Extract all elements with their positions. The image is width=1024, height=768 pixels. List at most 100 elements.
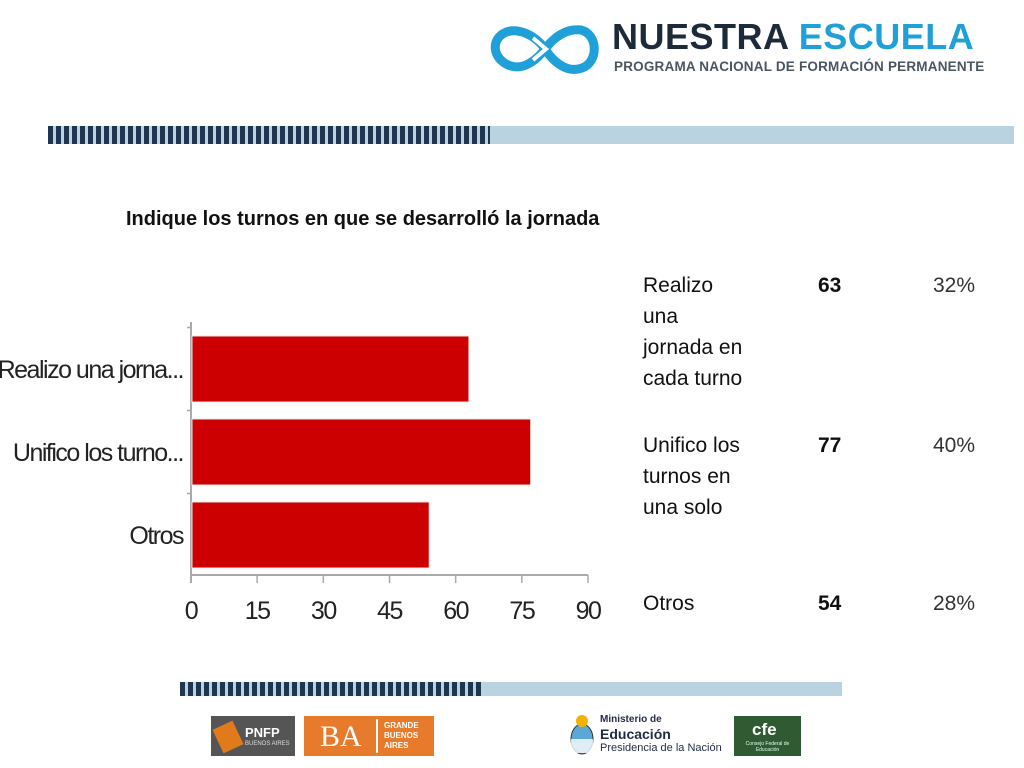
stripe-gap (149, 126, 152, 144)
stripe-dash (388, 682, 393, 696)
stripe-gap (469, 126, 472, 144)
stripe-gap (317, 126, 320, 144)
stripe-dash (328, 126, 333, 144)
slide-title: Indique los turnos en que se desarrolló … (126, 208, 600, 230)
stripe-dash (204, 682, 209, 696)
stripe-gap (53, 126, 56, 144)
stripe-gap (181, 126, 184, 144)
stripe-dash (104, 126, 109, 144)
stripe-dash (208, 126, 213, 144)
stripe-dash (288, 126, 293, 144)
stripe-gap (297, 682, 300, 696)
stripe-gap (157, 126, 160, 144)
stripe-dash (96, 126, 101, 144)
row-label-line: Unifico los (643, 434, 740, 457)
row-count: 63 (818, 274, 842, 297)
cfe-logo: cfe Consejo Federal de Educación (734, 716, 801, 756)
escudo-icon (570, 715, 594, 755)
stripe-gap (205, 126, 208, 144)
stripe-dash (396, 682, 401, 696)
stripe-gap (481, 682, 482, 696)
stripe-dash (56, 126, 61, 144)
x-tick-label: 45 (377, 597, 402, 625)
header: NUESTRA ESCUELA PROGRAMA NACIONAL DE FOR… (0, 0, 1024, 100)
stripe-gap (269, 126, 272, 144)
x-tick-label: 15 (245, 597, 270, 625)
stripe-gap (69, 126, 72, 144)
stripe-dash (200, 126, 205, 144)
stripe-dash (188, 682, 193, 696)
x-tick-label: 60 (443, 597, 468, 625)
stripe-gap (393, 682, 396, 696)
stripe-dash (308, 682, 313, 696)
stripe-gap (141, 126, 144, 144)
stripe-dash (168, 126, 173, 144)
ministerio-logo: Ministerio de Educación Presidencia de la … (568, 712, 722, 760)
brand-title-part2: ESCUELA (798, 16, 975, 57)
category-label: Realizo una jorna... (0, 356, 183, 384)
stripe-dash (268, 682, 273, 696)
category-label: Unifico los turno... (13, 439, 183, 467)
stripe-gap (477, 126, 480, 144)
row-percent: 32% (933, 274, 976, 297)
stripe-dash (256, 126, 261, 144)
stripe-gap (453, 126, 456, 144)
stripe-dash (412, 682, 417, 696)
stripe-dash (216, 126, 221, 144)
stripe-dash (244, 682, 249, 696)
stripe-dash (212, 682, 217, 696)
stripe-gap (445, 126, 448, 144)
stripe-gap (413, 126, 416, 144)
stripe-gap (61, 126, 64, 144)
stripe-gap (185, 682, 188, 696)
stripe-dash (184, 126, 189, 144)
stripe-gap (197, 126, 200, 144)
stripe-dash (476, 682, 481, 696)
row-count: 54 (818, 592, 842, 615)
stripe-dash (464, 126, 469, 144)
bar-chart: Realizo una jorna... Unifico los turno...… (0, 322, 602, 625)
stripe-dash (448, 126, 453, 144)
stripe-gap (321, 682, 324, 696)
stripe-dash (420, 682, 425, 696)
row-label-line: una (643, 305, 679, 328)
stripe-dash (436, 682, 441, 696)
stripe-gap (449, 682, 452, 696)
stripe-gap (265, 682, 268, 696)
row-label-line: una solo (643, 496, 723, 519)
stripe-gap (329, 682, 332, 696)
stripe-dash (292, 682, 297, 696)
stripe-dash (180, 682, 185, 696)
stripe-gap (377, 682, 380, 696)
stripe-dash (324, 682, 329, 696)
pnfp-label: PNFP (245, 725, 280, 740)
footer-logos: PNFP BUENOS AIRES BA GRANDE BUENOS AIRES M… (0, 710, 1024, 762)
stripe-dash (192, 126, 197, 144)
stripe-gap (125, 126, 128, 144)
stripe-gap (277, 126, 280, 144)
stripe-dash (432, 126, 437, 144)
stripe-gap (117, 126, 120, 144)
stripe-dash (272, 126, 277, 144)
stripe-gap (417, 682, 420, 696)
stripe-dash (416, 126, 421, 144)
stripe-dash (280, 126, 285, 144)
stripe-dash (236, 682, 241, 696)
stripe-dash (336, 126, 341, 144)
row-label: Realizo una jornada en cada turno (643, 270, 768, 394)
stripe-dash (160, 126, 165, 144)
stripe-dash (408, 126, 413, 144)
nuestra-escuela-logo: NUESTRA ESCUELA PROGRAMA NACIONAL DE FOR… (486, 16, 1006, 82)
brand-subtitle: PROGRAMA NACIONAL DE FORMACIÓN PERMANENT… (614, 59, 985, 74)
stripe-dash (176, 126, 181, 144)
stripe-gap (461, 126, 464, 144)
stripe-dash (228, 682, 233, 696)
row-label-line: Realizo (643, 274, 714, 297)
stripe-gap (405, 126, 408, 144)
stripe-gap (357, 126, 360, 144)
bar-1 (191, 335, 470, 403)
stripe-gap (369, 682, 372, 696)
stripe-dash (48, 126, 53, 144)
stripe-dash (452, 682, 457, 696)
ministerio-line: Educación (600, 726, 671, 742)
